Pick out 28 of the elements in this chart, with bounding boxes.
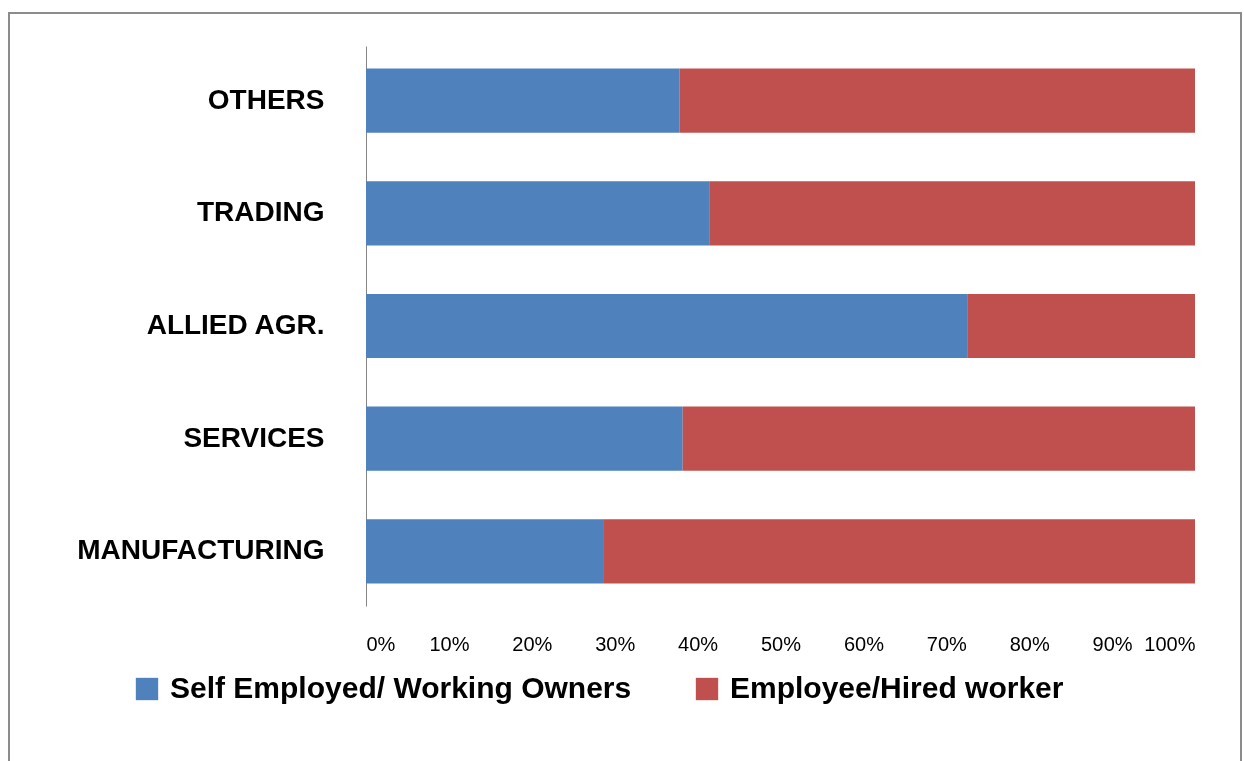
bar <box>366 68 680 133</box>
y-tick-label: OTHERS <box>207 83 325 115</box>
bar <box>967 293 1195 359</box>
bar <box>366 181 710 246</box>
bar <box>366 406 683 471</box>
legend-label: Self Employed/ Working Owners <box>170 671 632 704</box>
bar <box>366 519 604 584</box>
x-tick-label: 100% <box>1144 632 1196 655</box>
legend-label: Employee/Hired worker <box>730 671 1064 704</box>
x-tick-label: 80% <box>1009 632 1050 655</box>
x-tick-label: 60% <box>843 632 885 655</box>
x-tick-label: 70% <box>926 632 968 655</box>
bar <box>679 68 1195 133</box>
x-tick-label: 0% <box>366 632 396 655</box>
x-tick-label: 20% <box>512 632 553 655</box>
bar <box>682 406 1195 471</box>
y-tick-label: SERVICES <box>183 421 325 453</box>
x-tick-label: 90% <box>1092 632 1133 655</box>
x-tick-label: 50% <box>760 632 802 655</box>
x-tick-label: 30% <box>595 632 636 655</box>
bar <box>709 181 1195 246</box>
bar <box>366 293 968 359</box>
bar <box>603 519 1195 584</box>
x-tick-label: 10% <box>429 632 470 655</box>
x-tick-label: 40% <box>678 632 719 655</box>
y-tick-label: TRADING <box>196 196 325 228</box>
y-tick-label: MANUFACTURING <box>77 534 325 566</box>
y-tick-label: ALLIED AGR. <box>146 309 325 340</box>
